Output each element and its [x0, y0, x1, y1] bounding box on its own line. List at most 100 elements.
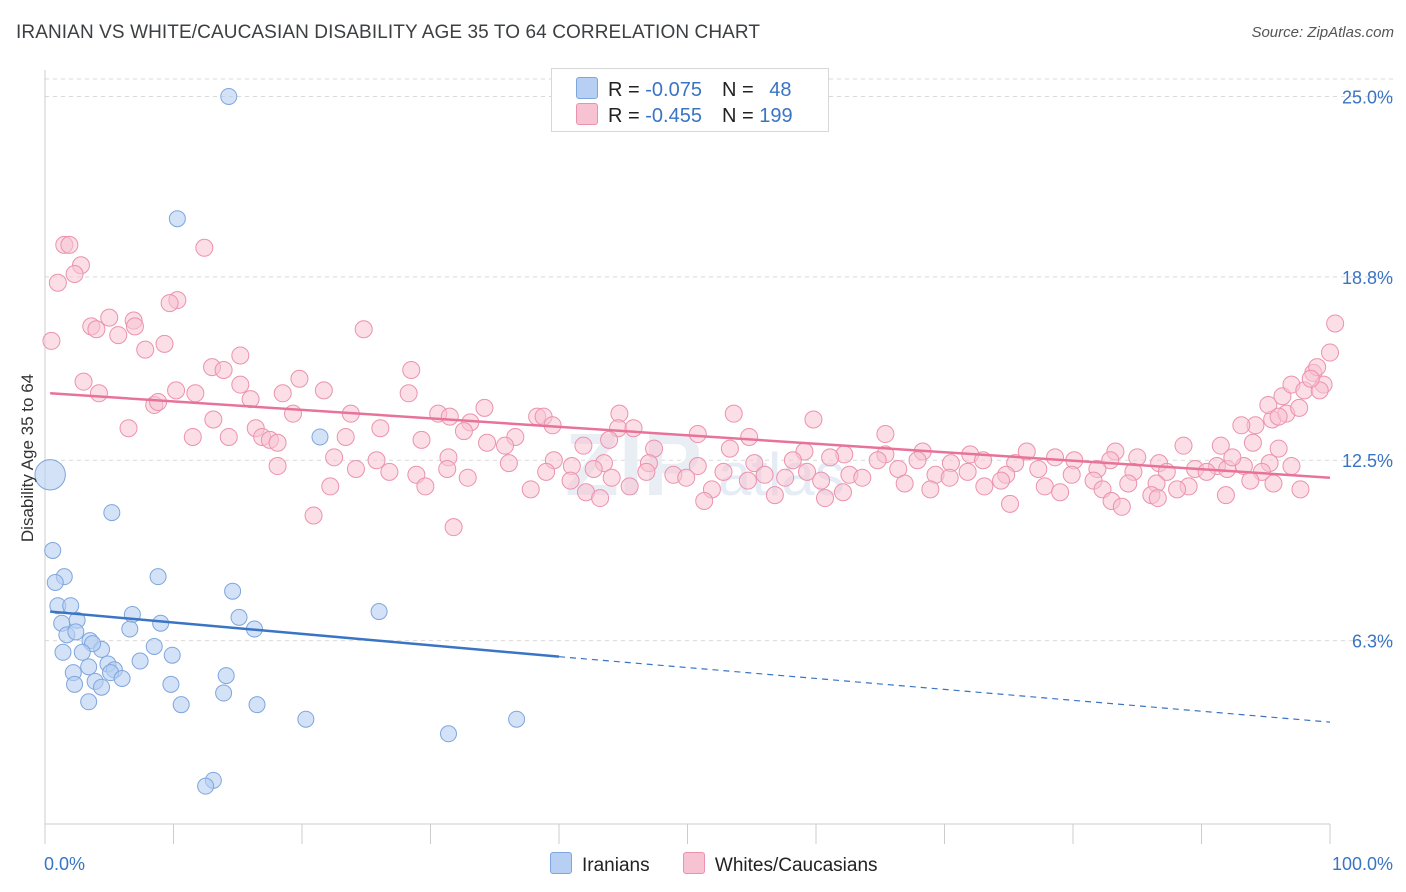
point-iranians — [80, 658, 98, 676]
point-whites — [314, 381, 333, 400]
point-whites — [231, 346, 250, 365]
legend-label-whites: Whites/Caucasians — [714, 855, 878, 876]
point-iranians — [197, 777, 215, 795]
iranians-swatch — [550, 852, 572, 874]
point-whites — [574, 436, 593, 455]
legend-n-label: N = — [721, 105, 760, 127]
point-whites — [183, 427, 202, 446]
trend-line-whites — [50, 392, 1331, 479]
point-whites — [100, 308, 119, 327]
point-whites — [895, 474, 914, 493]
legend-row-iranians: R = -0.075 N = 48 — [576, 77, 792, 101]
point-whites — [367, 451, 386, 470]
legend-r-value: -0.075 — [645, 79, 702, 101]
point-iranians — [370, 603, 388, 621]
point-whites — [109, 326, 128, 345]
legend-r-value: -0.455 — [645, 105, 702, 127]
y-axis-label: Disability Age 35 to 64 — [18, 373, 37, 543]
point-whites — [1321, 343, 1339, 362]
point-whites — [125, 317, 144, 336]
point-whites — [624, 419, 643, 438]
point-whites — [231, 375, 250, 394]
point-iranians — [230, 608, 248, 626]
point-iranians — [34, 459, 66, 491]
point-whites — [136, 340, 155, 359]
point-whites — [499, 454, 518, 473]
point-whites — [496, 436, 515, 455]
point-whites — [677, 468, 696, 487]
point-whites — [1035, 477, 1054, 496]
point-whites — [921, 480, 940, 499]
trend-line-iranians — [50, 610, 560, 658]
point-whites — [602, 468, 621, 487]
point-whites — [478, 433, 497, 452]
point-whites — [438, 459, 457, 478]
point-whites — [48, 273, 67, 292]
point-whites — [219, 427, 238, 446]
point-iranians — [217, 667, 235, 685]
point-whites — [1119, 474, 1138, 493]
point-whites — [65, 264, 84, 283]
point-whites — [325, 448, 344, 467]
point-whites — [537, 462, 556, 481]
point-whites — [804, 410, 823, 429]
point-whites — [60, 235, 79, 254]
x-tick-label-min: 0.0% — [44, 854, 85, 874]
point-whites — [155, 334, 174, 353]
point-whites — [1291, 480, 1310, 499]
point-iranians — [62, 597, 80, 615]
point-whites — [268, 457, 287, 476]
point-iranians — [66, 675, 84, 693]
point-whites — [204, 410, 223, 429]
stats-legend: R = -0.075 N = 48 R = -0.455 N = 199 — [551, 68, 829, 132]
point-whites — [444, 518, 463, 537]
point-whites — [399, 384, 418, 403]
point-whites — [371, 419, 390, 438]
point-whites — [1301, 369, 1320, 388]
point-whites — [1241, 471, 1260, 490]
point-whites — [1216, 486, 1235, 505]
point-whites — [290, 369, 309, 388]
point-whites — [1017, 442, 1036, 461]
point-iranians — [145, 637, 163, 655]
point-whites — [214, 361, 233, 380]
point-whites — [454, 422, 473, 441]
point-iranians — [172, 696, 190, 714]
point-iranians — [311, 428, 329, 446]
point-whites — [821, 448, 840, 467]
legend-n-value: 48 — [769, 79, 792, 101]
whites-swatch — [576, 103, 598, 125]
point-whites — [975, 477, 994, 496]
point-whites — [321, 477, 340, 496]
point-whites — [908, 451, 927, 470]
point-whites — [1211, 436, 1230, 455]
point-whites — [1174, 436, 1193, 455]
point-whites — [1051, 483, 1070, 502]
y-tick-label: 6.3% — [1352, 632, 1393, 652]
point-iranians — [54, 643, 72, 661]
point-iranians — [113, 669, 131, 687]
point-whites — [720, 439, 739, 458]
point-whites — [1269, 407, 1288, 426]
point-iranians — [73, 643, 91, 661]
point-whites — [440, 407, 459, 426]
point-whites — [868, 451, 887, 470]
point-iranians — [149, 568, 167, 586]
point-whites — [620, 477, 639, 496]
point-whites — [1112, 497, 1131, 516]
point-whites — [765, 486, 784, 505]
legend-label-iranians: Iranians — [582, 855, 650, 876]
point-whites — [475, 398, 494, 417]
point-iranians — [224, 582, 242, 600]
point-iranians — [44, 541, 62, 559]
point-whites — [1029, 459, 1048, 478]
point-whites — [416, 477, 435, 496]
point-whites — [119, 419, 138, 438]
point-iranians — [152, 614, 170, 632]
point-whites — [940, 468, 959, 487]
point-iranians — [46, 573, 64, 591]
point-whites — [1223, 448, 1242, 467]
point-iranians — [131, 652, 149, 670]
point-whites — [876, 425, 895, 444]
point-whites — [740, 427, 759, 446]
